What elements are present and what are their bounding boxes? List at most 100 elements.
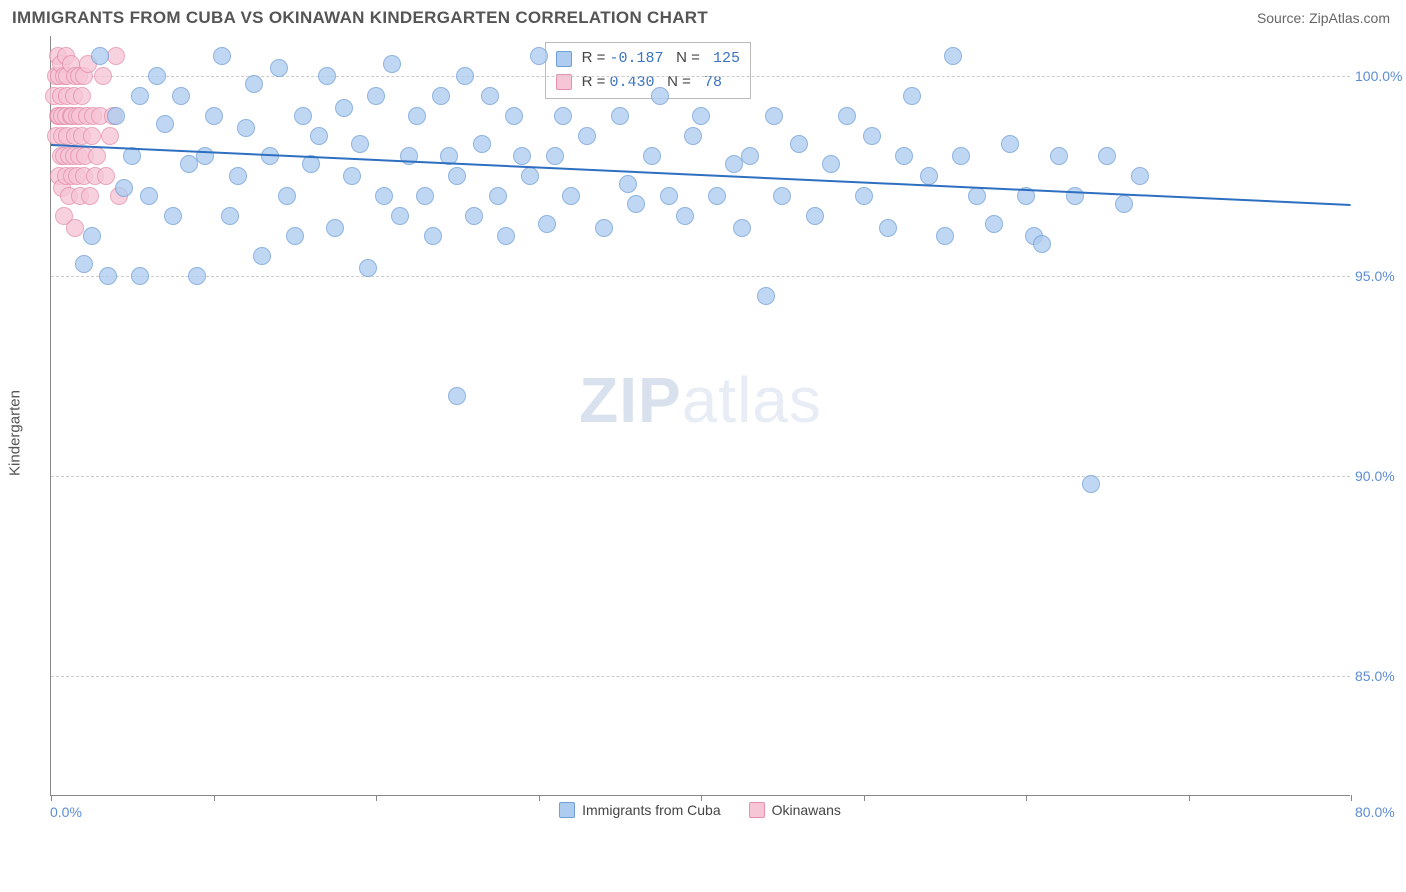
data-point — [952, 147, 970, 165]
data-point — [920, 167, 938, 185]
data-point — [627, 195, 645, 213]
data-point — [595, 219, 613, 237]
data-point — [424, 227, 442, 245]
series-swatch — [559, 802, 575, 818]
source-attribution: Source: ZipAtlas.com — [1257, 10, 1390, 26]
data-point — [505, 107, 523, 125]
x-tick — [1026, 795, 1027, 801]
data-point — [94, 67, 112, 85]
data-point — [903, 87, 921, 105]
y-tick-label: 95.0% — [1355, 268, 1406, 284]
x-tick — [214, 795, 215, 801]
data-point — [765, 107, 783, 125]
data-point — [879, 219, 897, 237]
data-point — [101, 127, 119, 145]
data-point — [651, 87, 669, 105]
data-point — [188, 267, 206, 285]
data-point — [221, 207, 239, 225]
x-tick — [864, 795, 865, 801]
data-point — [643, 147, 661, 165]
data-point — [278, 187, 296, 205]
data-point — [131, 87, 149, 105]
data-point — [205, 107, 223, 125]
data-point — [676, 207, 694, 225]
data-point — [838, 107, 856, 125]
data-point — [684, 127, 702, 145]
data-point — [310, 127, 328, 145]
data-point — [88, 147, 106, 165]
data-point — [530, 47, 548, 65]
stats-text: R = -0.187 N = 125 — [582, 47, 740, 71]
data-point — [237, 119, 255, 137]
data-point — [245, 75, 263, 93]
data-point — [822, 155, 840, 173]
x-tick-last: 80.0% — [1355, 804, 1406, 820]
data-point — [936, 227, 954, 245]
data-point — [91, 47, 109, 65]
data-point — [75, 255, 93, 273]
data-point — [456, 67, 474, 85]
data-point — [538, 215, 556, 233]
legend-bottom: Immigrants from CubaOkinawans — [50, 802, 1350, 818]
data-point — [578, 127, 596, 145]
data-point — [391, 207, 409, 225]
stats-row: R = -0.187 N = 125 — [556, 47, 740, 71]
data-point — [725, 155, 743, 173]
data-point — [481, 87, 499, 105]
data-point — [473, 135, 491, 153]
x-tick — [51, 795, 52, 801]
chart-title: IMMIGRANTS FROM CUBA VS OKINAWAN KINDERG… — [12, 8, 708, 28]
data-point — [107, 47, 125, 65]
data-point — [521, 167, 539, 185]
data-point — [1001, 135, 1019, 153]
data-point — [773, 187, 791, 205]
data-point — [448, 387, 466, 405]
legend-item: Immigrants from Cuba — [559, 802, 720, 818]
source-label: Source: — [1257, 10, 1305, 26]
data-point — [164, 207, 182, 225]
data-point — [465, 207, 483, 225]
data-point — [1066, 187, 1084, 205]
data-point — [416, 187, 434, 205]
x-tick — [376, 795, 377, 801]
data-point — [489, 187, 507, 205]
data-point — [660, 187, 678, 205]
series-swatch — [749, 802, 765, 818]
data-point — [73, 87, 91, 105]
data-point — [253, 247, 271, 265]
data-point — [497, 227, 515, 245]
data-point — [115, 179, 133, 197]
gridline-h — [51, 276, 1350, 277]
data-point — [383, 55, 401, 73]
watermark-atlas: atlas — [682, 364, 822, 436]
data-point — [359, 259, 377, 277]
stats-row: R = 0.430 N = 78 — [556, 71, 740, 95]
data-point — [790, 135, 808, 153]
data-point — [83, 127, 101, 145]
data-point — [131, 267, 149, 285]
gridline-h — [51, 76, 1350, 77]
data-point — [196, 147, 214, 165]
data-point — [148, 67, 166, 85]
data-point — [741, 147, 759, 165]
data-point — [172, 87, 190, 105]
data-point — [335, 99, 353, 117]
series-swatch — [556, 51, 572, 67]
data-point — [229, 167, 247, 185]
data-point — [968, 187, 986, 205]
data-point — [619, 175, 637, 193]
data-point — [863, 127, 881, 145]
data-point — [611, 107, 629, 125]
data-point — [286, 227, 304, 245]
x-axis-row: 0.0% Immigrants from CubaOkinawans 80.0% — [50, 802, 1350, 830]
data-point — [944, 47, 962, 65]
data-point — [99, 267, 117, 285]
header: IMMIGRANTS FROM CUBA VS OKINAWAN KINDERG… — [0, 0, 1406, 32]
data-point — [140, 187, 158, 205]
plot-wrap: Kindergarten ZIPatlas R = -0.187 N = 125… — [50, 36, 1396, 830]
data-point — [97, 167, 115, 185]
data-point — [318, 67, 336, 85]
data-point — [156, 115, 174, 133]
data-point — [270, 59, 288, 77]
data-point — [81, 187, 99, 205]
